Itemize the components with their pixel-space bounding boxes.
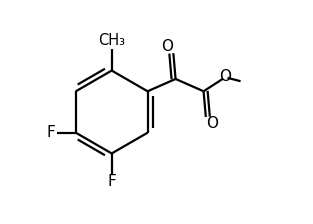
Text: CH₃: CH₃ — [98, 33, 125, 48]
Text: O: O — [219, 69, 231, 84]
Text: O: O — [206, 116, 218, 131]
Text: O: O — [161, 39, 173, 54]
Text: F: F — [47, 125, 55, 140]
Text: F: F — [107, 174, 116, 189]
